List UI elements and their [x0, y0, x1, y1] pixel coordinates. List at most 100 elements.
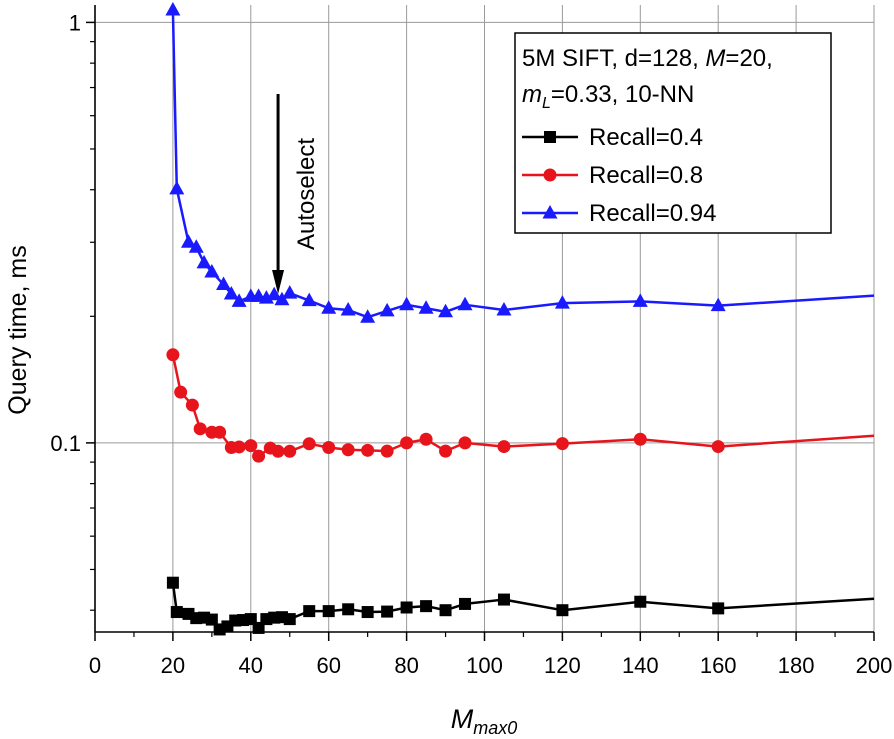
x-axis-label-main: M: [451, 704, 474, 734]
data-point: [439, 604, 452, 617]
x-axis-label: Mmax0: [451, 704, 518, 738]
data-point: [196, 254, 212, 269]
data-point: [216, 276, 232, 291]
series-line: [171, 354, 875, 458]
data-point: [361, 443, 375, 457]
data-point: [283, 613, 296, 626]
data-point: [439, 444, 453, 458]
series-layer: [165, 2, 875, 636]
data-point: [193, 422, 207, 436]
data-point: [204, 263, 220, 278]
x-tick-label: 60: [316, 653, 340, 678]
data-point: [274, 291, 290, 306]
data-point: [418, 300, 434, 314]
data-point: [283, 444, 297, 458]
data-point: [458, 436, 472, 450]
legend: 5M SIFT, d=128, M=20, mL=0.33, 10-NN Rec…: [514, 32, 832, 234]
x-tick-label: 160: [700, 653, 737, 678]
legend-label: Recall=0.94: [589, 200, 716, 227]
x-tick-label: 140: [622, 653, 659, 678]
legend-marker: [543, 168, 557, 182]
y-tick-label: 1: [69, 10, 81, 35]
data-point: [400, 436, 414, 450]
data-point: [632, 293, 648, 307]
data-point: [322, 441, 336, 455]
data-point: [379, 302, 395, 317]
data-point: [169, 180, 185, 195]
data-point: [266, 286, 282, 301]
x-tick-label: 100: [466, 653, 503, 678]
data-point: [303, 605, 316, 618]
data-point: [497, 440, 511, 454]
data-point: [244, 439, 258, 453]
data-point: [457, 296, 473, 311]
x-tick-label: 20: [161, 653, 185, 678]
series-1: [166, 576, 875, 636]
annotation: Autoselect: [272, 94, 320, 294]
data-point: [244, 613, 257, 626]
data-point: [166, 348, 180, 362]
x-tick-label: 120: [544, 653, 581, 678]
data-point: [340, 302, 356, 316]
y-axis-label: Query time, ms: [4, 245, 32, 414]
data-point: [166, 576, 179, 589]
data-point: [497, 593, 510, 606]
x-axis-label-subscript: max0: [473, 718, 517, 738]
data-point: [165, 2, 181, 16]
data-point: [381, 605, 394, 618]
x-tick-label: 0: [89, 653, 101, 678]
data-point: [399, 296, 415, 311]
legend-entry: Recall=0.8: [522, 162, 703, 189]
x-tick-label: 200: [856, 653, 893, 678]
data-point: [712, 602, 725, 615]
annotation-arrow-head: [272, 270, 285, 294]
x-tick-label: 180: [778, 653, 815, 678]
data-point: [554, 295, 570, 309]
data-point: [231, 293, 247, 307]
annotation-text: Autoselect: [293, 138, 320, 250]
data-point: [170, 606, 183, 619]
data-point: [185, 398, 199, 412]
legend-label: Recall=0.4: [589, 124, 703, 151]
legend-entries: Recall=0.4 Recall=0.8 Recall=0.94: [522, 124, 716, 227]
data-point: [496, 302, 512, 316]
data-point: [174, 385, 188, 399]
data-point: [556, 604, 569, 617]
data-point: [321, 300, 337, 314]
data-point: [342, 603, 355, 616]
legend-label: Recall=0.8: [589, 162, 703, 189]
data-point: [459, 597, 472, 610]
legend-marker: [544, 131, 556, 143]
data-point: [322, 605, 335, 618]
data-point: [438, 303, 454, 318]
data-point: [633, 432, 647, 446]
data-point: [180, 234, 196, 248]
data-point: [223, 285, 239, 300]
legend-entry: Recall=0.4: [522, 124, 703, 151]
data-point: [188, 239, 204, 253]
data-point: [252, 449, 266, 463]
data-point: [710, 297, 726, 312]
data-point: [380, 444, 394, 458]
data-point: [360, 309, 376, 323]
data-point: [341, 443, 355, 457]
x-tick-label: 80: [394, 653, 418, 678]
data-point: [302, 437, 316, 451]
legend-title-line1: 5M SIFT, d=128, M=20,: [522, 45, 773, 72]
data-point: [555, 437, 569, 451]
data-point: [419, 432, 433, 446]
y-tick-label: 0.1: [50, 431, 81, 456]
data-point: [271, 444, 285, 458]
data-point: [205, 613, 218, 626]
legend-title-line2: mL=0.33, 10-NN: [522, 81, 694, 112]
data-point: [282, 285, 298, 299]
series-3: [165, 2, 875, 323]
data-point: [711, 440, 725, 454]
data-point: [420, 600, 433, 613]
data-point: [232, 440, 246, 454]
series-2: [166, 348, 875, 463]
x-tick-label: 40: [239, 653, 263, 678]
legend-entry: Recall=0.94: [522, 200, 716, 227]
legend-box: [514, 32, 832, 234]
